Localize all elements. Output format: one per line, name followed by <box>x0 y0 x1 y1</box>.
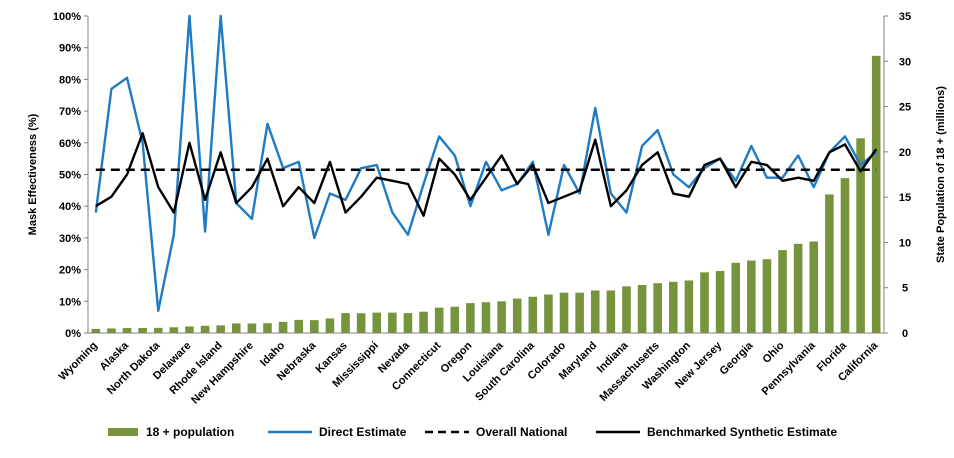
right-tick-label: 25 <box>899 102 911 114</box>
bar-texas <box>856 138 865 333</box>
bar-massachusetts <box>653 283 662 333</box>
bar-mississippi <box>372 312 382 333</box>
right-tick-label: 10 <box>899 237 911 249</box>
bar-missouri <box>606 290 616 333</box>
bar-south-carolina <box>528 296 538 333</box>
bar-nevada <box>403 313 413 333</box>
bar-indiana <box>622 286 631 333</box>
x-category-label: Idaho <box>258 339 287 368</box>
left-tick-label: 90% <box>59 43 81 55</box>
bar-michigan <box>762 259 772 333</box>
bar-iowa <box>419 311 428 333</box>
bar-washington <box>684 280 694 333</box>
right-tick-label: 30 <box>899 56 911 68</box>
right-tick-label: 5 <box>902 283 908 295</box>
bar-florida <box>840 178 850 333</box>
bar-west-virginia <box>294 319 303 333</box>
x-category-label: Pennsylvania <box>760 339 819 398</box>
direct-estimate-line <box>94 14 877 313</box>
bar-delaware <box>185 326 194 333</box>
bar-wisconsin <box>575 292 584 333</box>
left-axis-title: Mask Effectiveness (%) <box>27 113 39 235</box>
x-category-label: Wyoming <box>57 340 100 383</box>
bars-layer <box>91 55 881 333</box>
bar-rhode-island <box>216 325 225 333</box>
bar-ohio <box>778 250 787 333</box>
bar-connecticut <box>434 307 444 333</box>
bar-california <box>871 55 881 333</box>
lines-layer <box>94 14 878 313</box>
bar-minnesota <box>544 294 553 333</box>
right-tick-label: 0 <box>902 328 908 340</box>
left-tick-label: 60% <box>59 138 81 150</box>
bar-kansas <box>341 313 350 333</box>
bar-maryland <box>590 290 600 333</box>
bar-district-of-columbia <box>138 328 147 333</box>
bar-north-carolina <box>731 262 741 333</box>
right-tick-label: 20 <box>899 147 911 159</box>
legend-item-overall-national: Overall National <box>476 425 567 439</box>
bar-georgia <box>747 260 756 333</box>
bar-louisiana <box>497 301 506 333</box>
bar-alaska <box>122 328 132 333</box>
bar-arkansas <box>388 312 397 333</box>
bar-vermont <box>107 328 116 333</box>
left-tick-label: 20% <box>59 265 81 277</box>
bar-arizona <box>669 281 678 333</box>
bar-new-hampshire <box>247 323 257 333</box>
right-tick-label: 15 <box>899 192 911 204</box>
left-tick-label: 10% <box>59 296 81 308</box>
bar-new-york <box>825 194 834 333</box>
legend-item-benchmarked-synthetic: Benchmarked Synthetic Estimate <box>647 425 837 439</box>
x-category-label: Georgia <box>718 339 757 378</box>
axes-layer: 0% 10% 20% 30% 40% 50% 60% 70% 80% 90% 100% 0 5 10 15 2… <box>27 11 947 406</box>
left-tick-label: 0% <box>65 328 81 340</box>
legend-item-population: 18 + population <box>146 425 234 439</box>
legend: 18 + population Direct Estimate Overall Na… <box>108 425 837 439</box>
bar-kentucky <box>481 302 491 333</box>
bar-nebraska <box>310 320 319 333</box>
bar-oklahoma <box>450 306 460 333</box>
bar-oregon <box>466 303 475 333</box>
left-tick-label: 80% <box>59 74 81 86</box>
bar-wyoming <box>91 328 101 333</box>
bar-montana <box>200 325 210 333</box>
bar-pennsylvania <box>809 241 819 333</box>
bar-tennessee <box>637 285 647 333</box>
left-tick-label: 40% <box>59 201 81 213</box>
left-tick-label: 30% <box>59 233 81 245</box>
bar-virginia <box>700 272 709 333</box>
right-tick-label: 35 <box>899 11 911 23</box>
bar-idaho <box>278 321 288 333</box>
bar-new-jersey <box>715 270 725 333</box>
left-tick-label: 70% <box>59 106 81 118</box>
right-axis-title: State Population of 18 + (millions) <box>935 86 947 263</box>
bar-maine <box>231 323 241 333</box>
x-category-label: Ohio <box>760 339 786 365</box>
left-tick-label: 50% <box>59 170 81 182</box>
bar-colorado <box>559 292 569 333</box>
legend-swatch <box>108 428 138 436</box>
bar-south-dakota <box>169 327 179 333</box>
bar-hawaii <box>263 323 272 333</box>
bar-new-mexico <box>325 318 335 333</box>
legend-item-direct-estimate: Direct Estimate <box>319 425 407 439</box>
benchmarked-synthetic-line <box>95 132 878 217</box>
bar-illinois <box>793 243 803 333</box>
bar-north-dakota <box>153 327 163 333</box>
bar-alabama <box>512 298 522 333</box>
left-tick-label: 100% <box>53 11 81 23</box>
bar-utah <box>356 313 366 333</box>
